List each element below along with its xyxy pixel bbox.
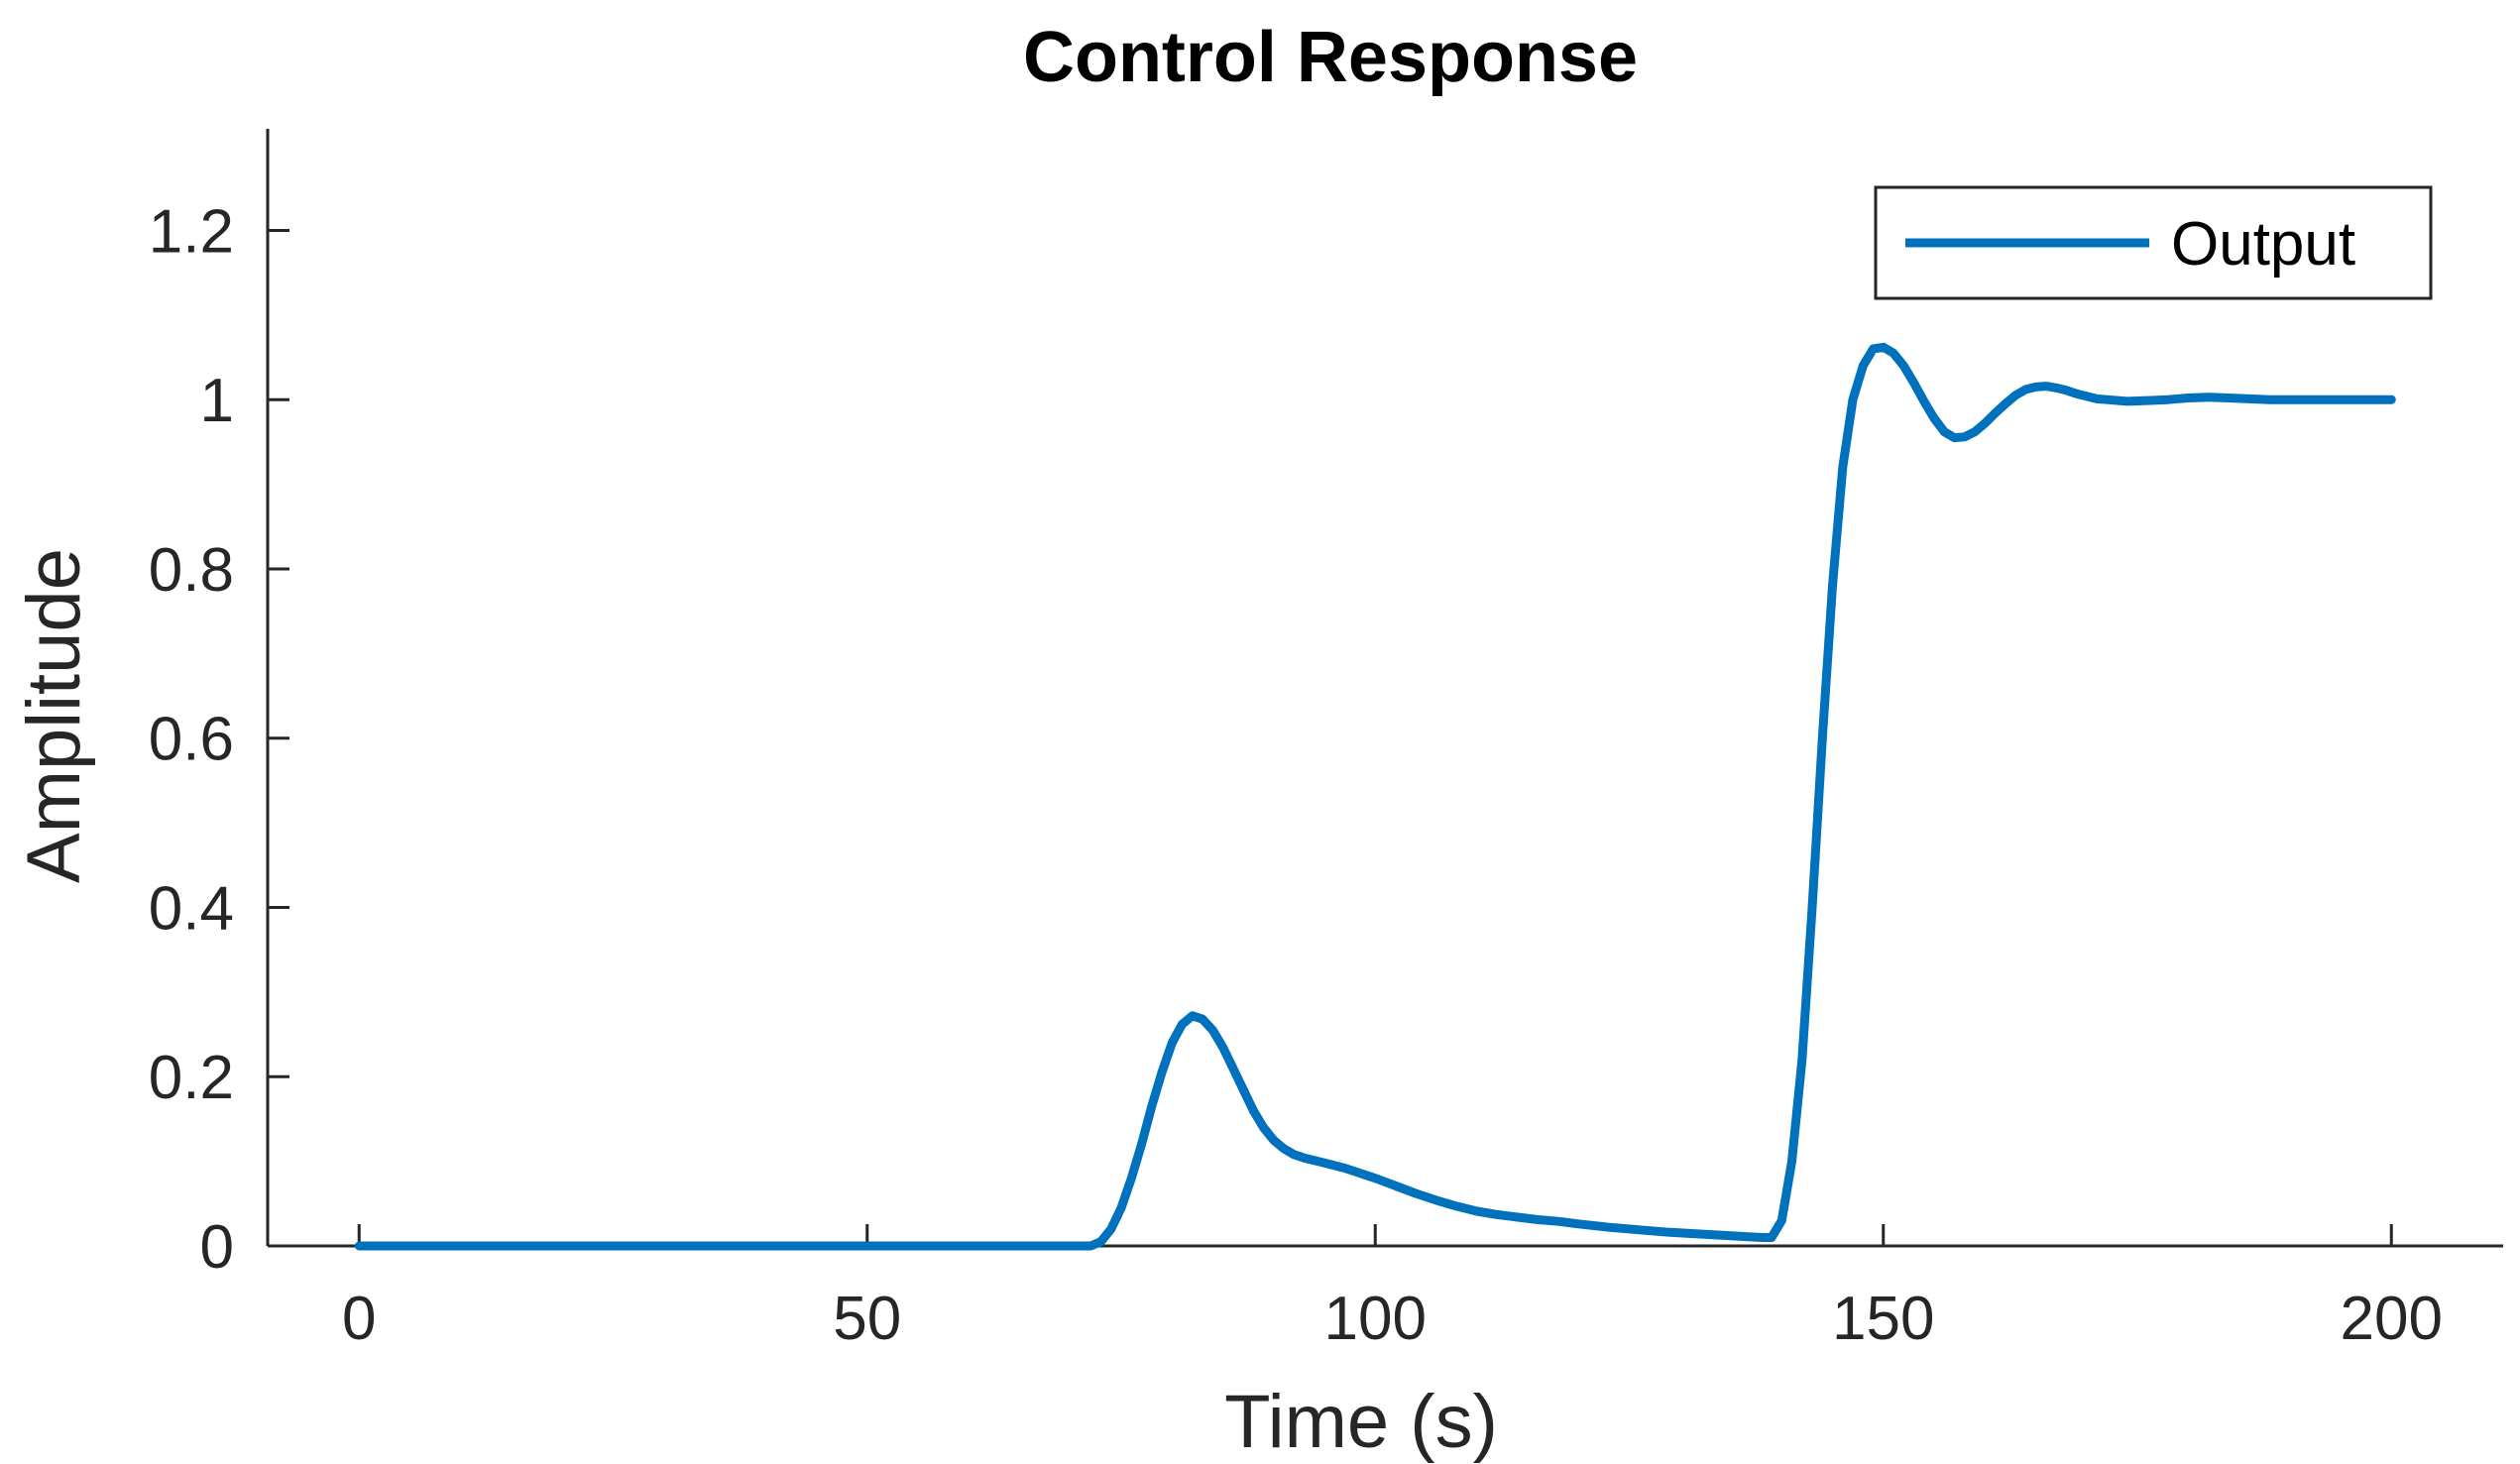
y-tick-label: 1.2 (149, 197, 234, 266)
legend-label-output: Output (2171, 210, 2355, 279)
y-tick-label: 1 (200, 367, 234, 435)
x-tick-label: 50 (833, 1285, 901, 1353)
series-layer (354, 342, 2396, 1251)
y-tick-label: 0.8 (149, 536, 234, 605)
y-axis-title: Amplitude (12, 548, 96, 883)
legend: Output (1874, 185, 2433, 300)
x-tick-label: 100 (1324, 1285, 1427, 1353)
y-tick-label: 0 (200, 1213, 234, 1282)
x-tick-label: 0 (342, 1285, 376, 1353)
x-tick-label: 200 (2341, 1285, 2443, 1353)
chart-title: Control Response (1023, 18, 1638, 97)
x-tick-label: 150 (1832, 1285, 1934, 1353)
x-axis-title: Time (s) (1224, 1380, 1498, 1464)
axes: 0 50 100 150 200 0 0.2 0.4 0.6 0.8 1 1.2 (149, 129, 2503, 1353)
y-tick-label: 0.6 (149, 706, 234, 774)
y-tick-label: 0.4 (149, 874, 234, 943)
y-tick-label: 0.2 (149, 1044, 234, 1112)
series-line-output (354, 342, 2396, 1251)
